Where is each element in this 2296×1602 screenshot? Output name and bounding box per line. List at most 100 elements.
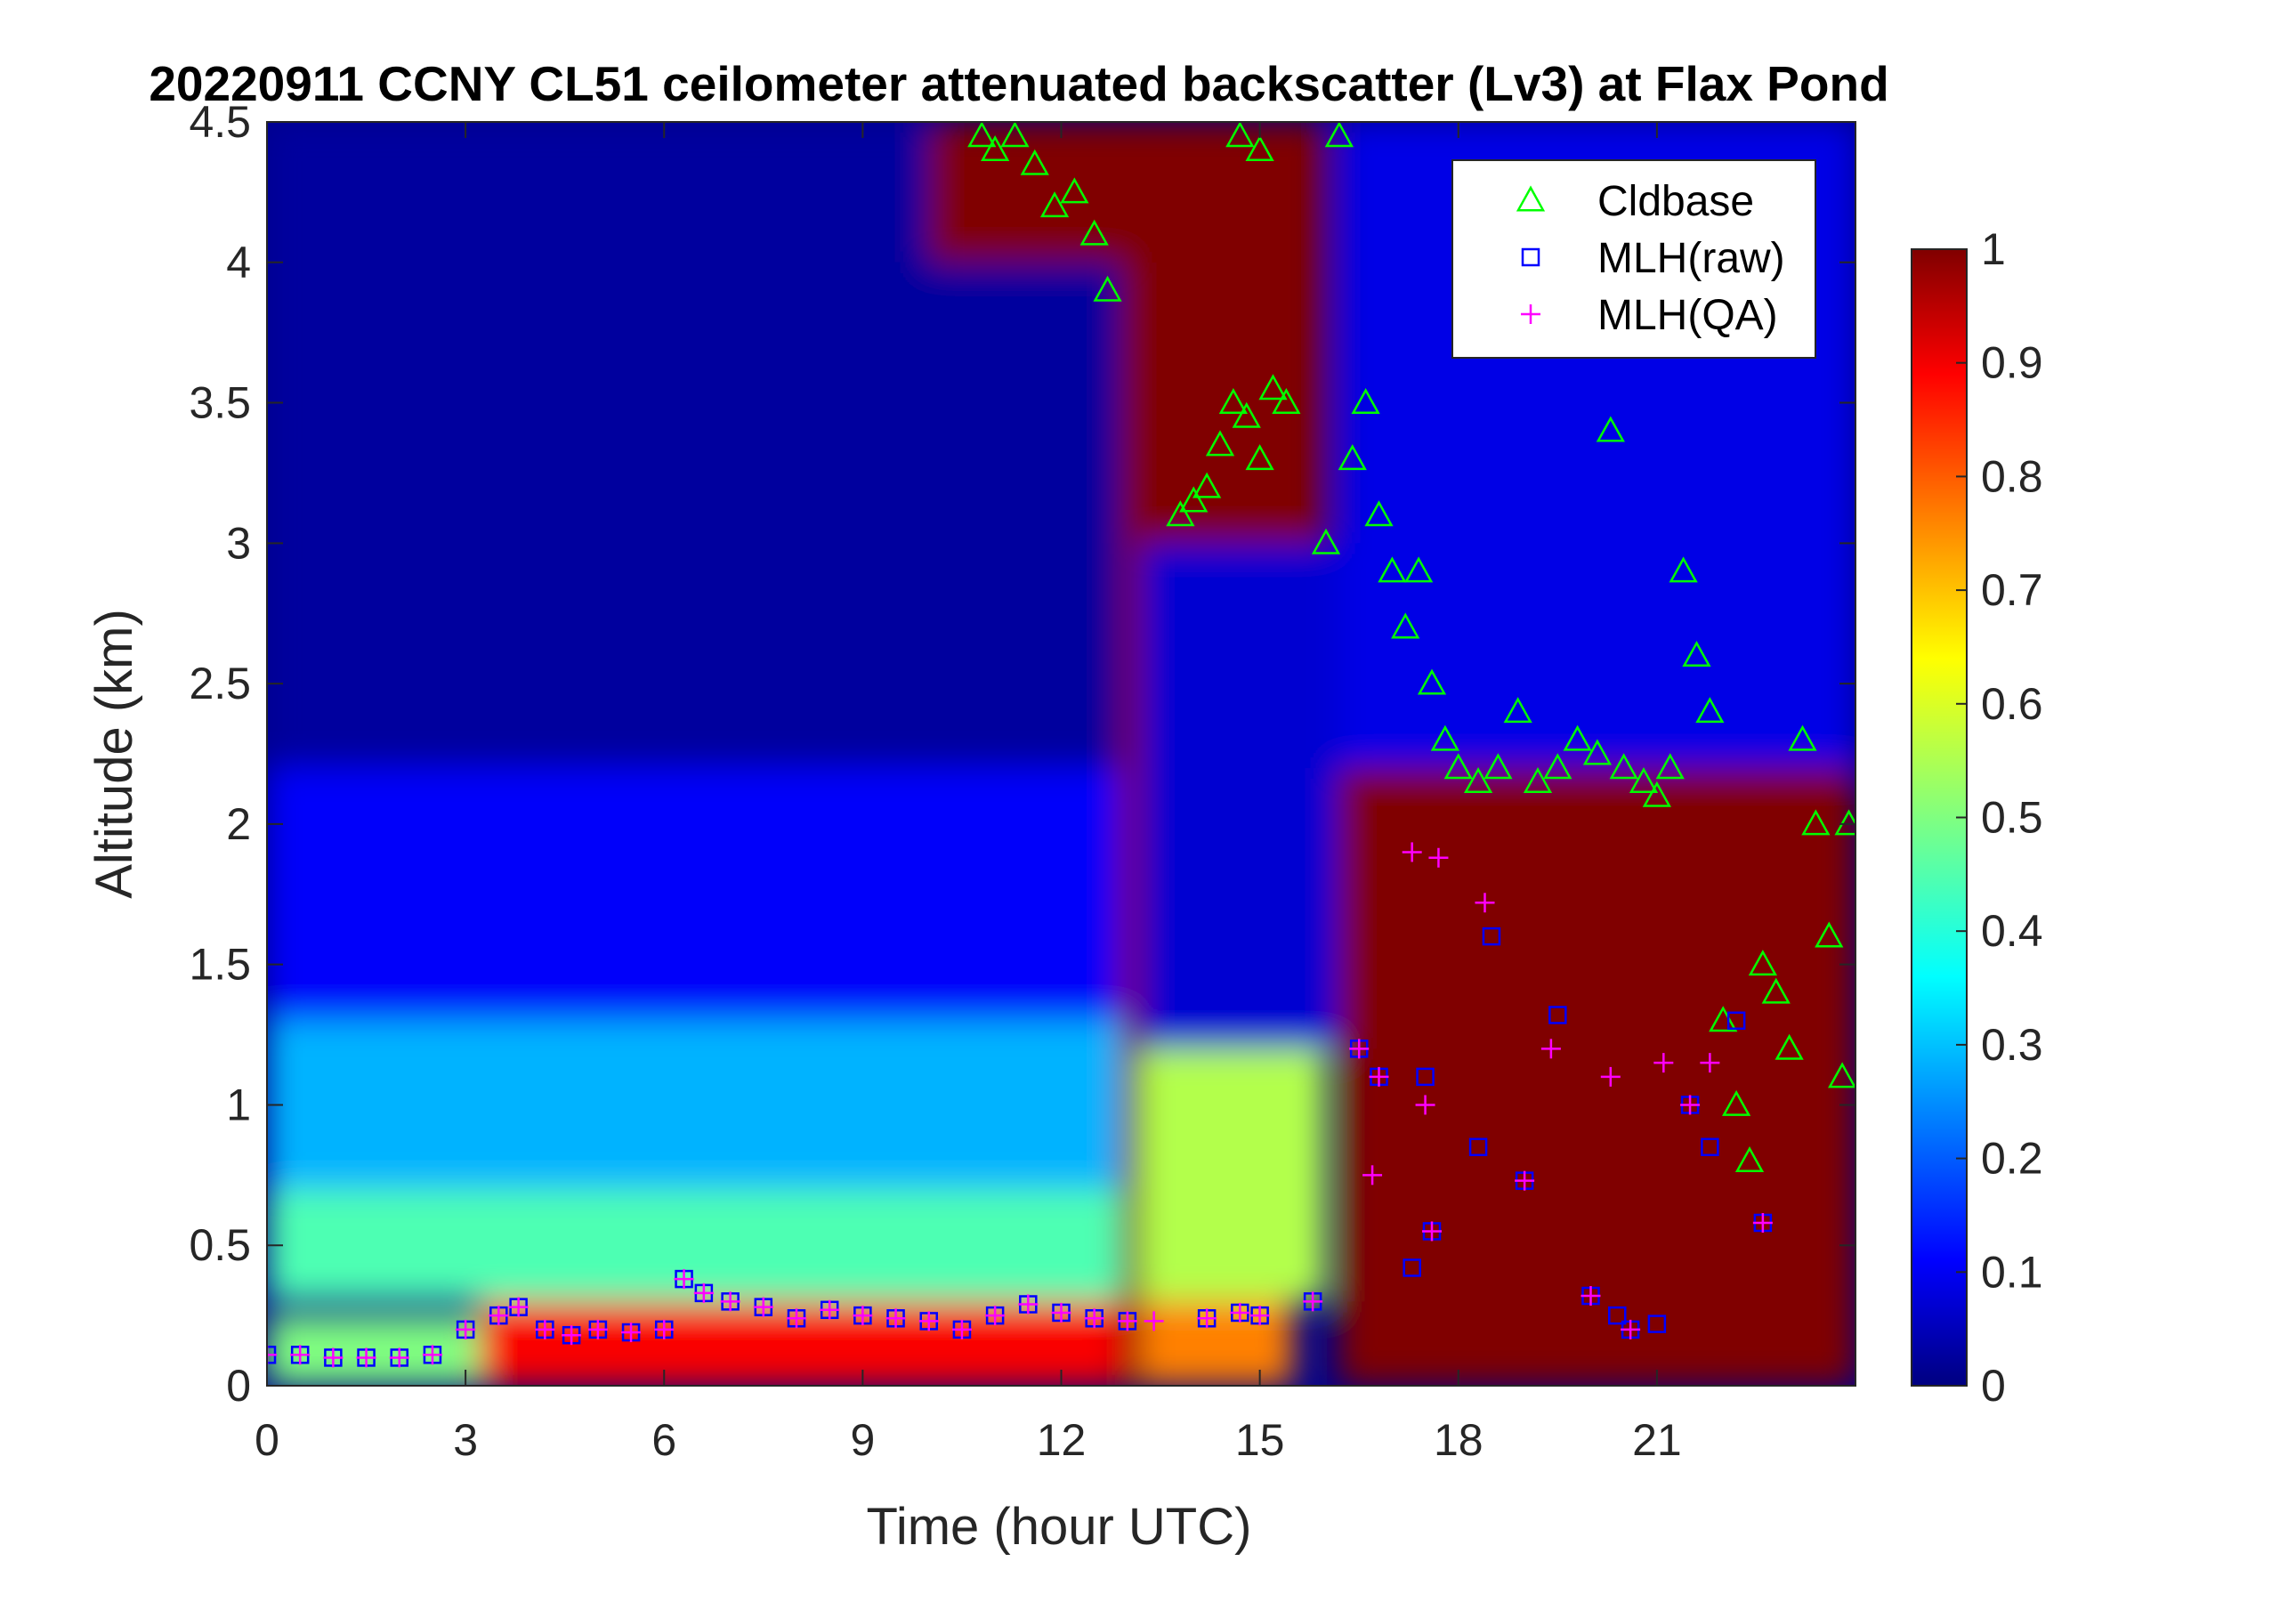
legend-marker-square [1521, 247, 1540, 267]
y-tick-label: 0.5 [189, 1220, 251, 1270]
x-tick-label: 18 [1434, 1415, 1484, 1465]
y-tick-label: 2 [226, 799, 251, 849]
data-point-mlh-qa [1653, 1053, 1674, 1073]
data-point-mlh-qa [1475, 893, 1495, 913]
x-axis-label: Time (hour UTC) [867, 1498, 1252, 1556]
data-point-mlh-qa [985, 1306, 1006, 1326]
data-point-cldbase [1734, 1145, 1765, 1173]
data-point-mlh-qa [1540, 1039, 1561, 1059]
data-point-cldbase [1463, 766, 1493, 794]
x-tick-label: 6 [651, 1415, 676, 1465]
data-point-cldbase [1245, 134, 1274, 162]
data-point-mlh-qa [674, 1269, 694, 1290]
data-point-cldbase [1324, 122, 1354, 148]
data-point-mlh-qa [1084, 1308, 1104, 1329]
data-point-cldbase [1179, 486, 1209, 513]
data-point-mlh-raw [1726, 1011, 1746, 1031]
data-point-mlh-qa [1349, 1039, 1370, 1059]
y-tick-label: 1.5 [189, 940, 251, 990]
y-tick-label: 2.5 [189, 659, 251, 708]
data-point-cldbase [1225, 122, 1255, 148]
data-point-cldbase [1582, 739, 1613, 765]
legend-label: Cldbase [1597, 178, 1754, 225]
data-point-cldbase [1093, 275, 1122, 302]
data-point-mlh-qa [1362, 1165, 1383, 1185]
backscatter-cell [267, 1020, 1128, 1190]
data-point-mlh-raw [1482, 926, 1501, 946]
data-point-mlh-qa [1621, 1319, 1641, 1339]
data-point-cldbase [1722, 1089, 1751, 1116]
colorbar-tick-label: 0.9 [1981, 338, 2043, 388]
data-point-cldbase [1748, 950, 1777, 976]
data-point-cldbase [1669, 556, 1698, 583]
legend-label: MLH(raw) [1597, 235, 1785, 282]
backscatter-cell [267, 1189, 1128, 1302]
x-tick-label: 9 [850, 1415, 875, 1465]
data-point-cldbase [1815, 921, 1844, 948]
data-point-cldbase [1788, 724, 1817, 751]
marker-layer [267, 122, 1855, 1368]
data-point-cldbase [1039, 191, 1070, 218]
data-point-mlh-qa [1752, 1212, 1773, 1233]
data-point-cldbase [1205, 430, 1235, 457]
data-point-mlh-qa [1230, 1302, 1250, 1323]
data-point-cldbase [1761, 977, 1791, 1004]
data-point-mlh-qa [290, 1345, 311, 1365]
colorbar: 0 0.1 0.2 0.3 0.4 0.5 0.6 0.7 0.8 0.9 1 [1911, 224, 2043, 1411]
legend-label: MLH(QA) [1597, 292, 1778, 339]
backscatter-cell [267, 767, 1128, 1021]
data-point-mlh-raw [1608, 1306, 1627, 1325]
data-point-cldbase [1417, 668, 1447, 695]
data-point-cldbase [1232, 401, 1261, 428]
colorbar-tick-label: 0.3 [1981, 1020, 2043, 1070]
data-point-mlh-raw [1701, 1137, 1719, 1157]
data-point-mlh-qa [1515, 1170, 1535, 1191]
data-point-mlh-qa [820, 1299, 840, 1320]
backscatter-cell [1120, 122, 1141, 1386]
colorbar-tick-label: 0.5 [1981, 793, 2043, 843]
legend-marker-triangle [1516, 185, 1546, 212]
backscatter-cell [1140, 543, 1339, 1049]
data-point-cldbase [1218, 387, 1248, 415]
data-point-cldbase [1338, 444, 1367, 471]
x-tick-label: 0 [255, 1415, 279, 1465]
data-point-cldbase [1079, 219, 1109, 246]
data-point-mlh-qa [654, 1319, 675, 1339]
data-point-mlh-qa [885, 1308, 906, 1329]
data-point-cldbase [1258, 374, 1288, 400]
data-point-cldbase [1430, 724, 1459, 751]
legend-marker-plus [1521, 304, 1540, 324]
data-point-cldbase [1443, 753, 1473, 780]
colorbar-tick-label: 0.2 [1981, 1134, 2043, 1184]
data-point-cldbase [1523, 766, 1553, 794]
data-point-cldbase [1642, 781, 1671, 807]
data-point-mlh-qa [456, 1319, 476, 1339]
y-tick-label: 1 [226, 1080, 251, 1129]
data-point-cldbase [1801, 809, 1831, 836]
data-point-mlh-qa [1402, 842, 1422, 862]
x-tick-label: 15 [1235, 1415, 1285, 1465]
y-tick-label: 4.5 [189, 97, 251, 147]
data-point-cldbase [1503, 697, 1532, 724]
data-point-mlh-qa [1422, 1221, 1442, 1242]
data-point-mlh-raw [1647, 1315, 1667, 1333]
data-point-mlh-qa [853, 1306, 873, 1326]
colorbar-tick-label: 0.6 [1981, 679, 2043, 729]
data-point-mlh-qa [1600, 1066, 1621, 1087]
y-tick-label: 0 [226, 1361, 251, 1411]
data-point-mlh-qa [1197, 1308, 1217, 1329]
data-point-cldbase [1484, 753, 1513, 780]
data-point-mlh-raw [1548, 1006, 1567, 1024]
colorbar-tick-label: 0 [1981, 1361, 2006, 1411]
data-point-cldbase [1311, 528, 1341, 554]
backscatter-cell [1127, 122, 1326, 544]
data-point-mlh-qa [356, 1347, 376, 1368]
data-point-mlh-qa [1249, 1306, 1270, 1326]
data-point-cldbase [1192, 472, 1222, 498]
y-axis-label: Altitude (km) [85, 609, 143, 899]
backscatter-cell [479, 1301, 1128, 1386]
x-axis: 0 3 6 9 12 15 18 21 [255, 122, 1682, 1465]
data-point-cldbase [1060, 177, 1089, 204]
colorbar-tick-label: 1 [1981, 224, 2006, 274]
data-point-mlh-qa [1428, 847, 1449, 868]
